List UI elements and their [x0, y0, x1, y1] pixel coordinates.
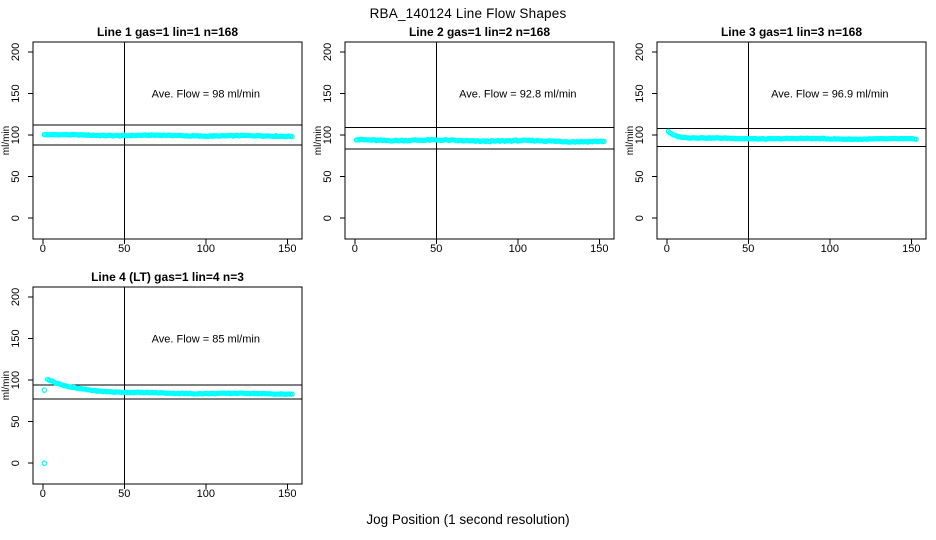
- y-axis-label: ml/min: [313, 126, 324, 155]
- y-tick-label: 0: [10, 215, 22, 221]
- x-tick-label: 0: [40, 488, 46, 500]
- y-tick-label: 0: [322, 215, 334, 221]
- data-band: [41, 376, 295, 467]
- panel-line-1: Line 1 gas=1 lin=1 n=168 0 50 100 150 0 50 100 1…: [1, 25, 303, 255]
- x-tick-label: 50: [430, 243, 442, 255]
- y-tick-label: 150: [634, 84, 646, 102]
- ave-flow-annotation: Ave. Flow = 92.8 ml/min: [459, 89, 576, 101]
- y-tick-label: 50: [634, 171, 646, 183]
- y-axis-label: ml/min: [625, 126, 636, 155]
- x-tick-label: 150: [590, 243, 608, 255]
- x-tick-label: 100: [197, 488, 215, 500]
- y-tick-label: 100: [634, 126, 646, 144]
- plot-box: [344, 41, 615, 240]
- x-tick-label: 50: [118, 243, 130, 255]
- y-tick-label: 200: [634, 43, 646, 61]
- x-tick-label: 100: [821, 243, 839, 255]
- x-axis: 0 50 100 150: [40, 239, 297, 255]
- x-tick-label: 100: [197, 243, 215, 255]
- x-tick-label: 100: [509, 243, 527, 255]
- y-axis-label: ml/min: [1, 126, 12, 155]
- y-tick-label: 0: [634, 215, 646, 221]
- outlier-point: [41, 460, 48, 467]
- x-tick-label: 0: [40, 243, 46, 255]
- panel-title: Line 1 gas=1 lin=1 n=168: [97, 25, 238, 39]
- x-axis: 0 50 100 150: [352, 239, 609, 255]
- x-axis: 0 50 100 150: [664, 239, 921, 255]
- y-tick-label: 100: [10, 371, 22, 389]
- figure-title: RBA_140124 Line Flow Shapes: [369, 6, 567, 21]
- y-tick-label: 100: [322, 126, 334, 144]
- y-tick-label: 150: [10, 84, 22, 102]
- panel-line-4: Line 4 (LT) gas=1 lin=4 n=3 0 50 100 150 0 50 1…: [1, 270, 303, 500]
- outlier-point: [41, 387, 48, 393]
- y-tick-label: 150: [10, 329, 22, 347]
- x-axis: 0 50 100 150: [40, 484, 297, 500]
- y-tick-label: 0: [10, 460, 22, 466]
- panel-title: Line 2 gas=1 lin=2 n=168: [409, 25, 550, 39]
- y-tick-label: 50: [10, 171, 22, 183]
- panel-title: Line 4 (LT) gas=1 lin=4 n=3: [91, 270, 244, 284]
- x-tick-label: 0: [664, 243, 670, 255]
- y-axis: 0 50 100 150 200: [10, 288, 33, 466]
- panel-line-2: Line 2 gas=1 lin=2 n=168 0 50 100 150 0 50 100 1…: [313, 25, 615, 255]
- y-axis: 0 50 100 150 200: [634, 43, 657, 221]
- x-axis-label: Jog Position (1 second resolution): [366, 512, 570, 527]
- y-axis-label: ml/min: [1, 371, 12, 400]
- y-tick-label: 50: [322, 171, 334, 183]
- ave-flow-annotation: Ave. Flow = 96.9 ml/min: [771, 89, 888, 101]
- y-axis: 0 50 100 150 200: [10, 43, 33, 221]
- data-band: [353, 136, 607, 145]
- x-tick-label: 150: [902, 243, 920, 255]
- data-band: [665, 128, 919, 143]
- panel-line-3: Line 3 gas=1 lin=3 n=168 0 50 100 150 0 50 100 1…: [625, 25, 927, 255]
- plot-box: [32, 41, 303, 240]
- panel-title: Line 3 gas=1 lin=3 n=168: [721, 25, 862, 39]
- y-tick-label: 200: [10, 288, 22, 306]
- ave-flow-annotation: Ave. Flow = 85 ml/min: [152, 334, 260, 346]
- x-tick-label: 150: [278, 488, 296, 500]
- x-tick-label: 50: [742, 243, 754, 255]
- plot-box: [656, 41, 927, 240]
- x-tick-label: 150: [278, 243, 296, 255]
- ave-flow-annotation: Ave. Flow = 98 ml/min: [152, 89, 260, 101]
- y-tick-label: 200: [10, 43, 22, 61]
- data-band: [41, 131, 295, 140]
- y-axis: 0 50 100 150 200: [322, 43, 345, 221]
- y-tick-label: 100: [10, 126, 22, 144]
- y-tick-label: 50: [10, 416, 22, 428]
- x-tick-label: 50: [118, 488, 130, 500]
- x-tick-label: 0: [352, 243, 358, 255]
- y-tick-label: 150: [322, 84, 334, 102]
- y-tick-label: 200: [322, 43, 334, 61]
- plot-box: [32, 286, 303, 485]
